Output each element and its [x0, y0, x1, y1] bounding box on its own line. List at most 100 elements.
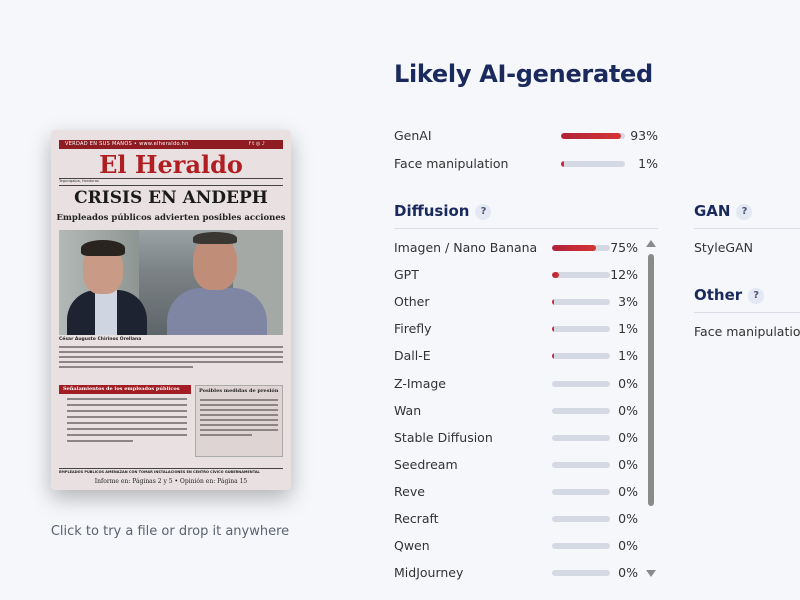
diffusion-label: Firefly — [394, 321, 432, 337]
other-divider — [694, 312, 800, 313]
newspaper-body-text — [59, 346, 283, 371]
result-title: Likely AI-generated — [394, 60, 653, 88]
diffusion-percent: 3% — [618, 294, 638, 310]
other-title: Other — [694, 286, 743, 304]
diffusion-label: Dall-E — [394, 348, 431, 364]
summary-label: Face manipulation — [394, 156, 509, 171]
diffusion-row: GPT 12% — [394, 265, 644, 285]
diffusion-row: Seedream 0% — [394, 455, 644, 475]
diffusion-percent: 0% — [618, 483, 638, 499]
diffusion-bar-fill — [552, 272, 559, 279]
diffusion-bar — [552, 326, 610, 333]
other-row: Face manipulation — [694, 322, 800, 342]
gan-row: StyleGAN — [694, 238, 800, 258]
newspaper-footer-pages: Informe en: Páginas 2 y 5 • Opinión en: … — [94, 478, 248, 485]
diffusion-bar — [552, 543, 610, 550]
diffusion-bar — [552, 299, 610, 306]
summary-bar-fill — [561, 133, 621, 139]
scroll-down-icon[interactable] — [646, 570, 656, 577]
diffusion-title: Diffusion — [394, 202, 470, 220]
newspaper-masthead: El Heraldo — [99, 150, 243, 179]
diffusion-row: Imagen / Nano Banana 75% — [394, 238, 644, 258]
diffusion-row: Firefly 1% — [394, 319, 644, 339]
diffusion-label: Qwen — [394, 538, 430, 554]
diffusion-divider — [394, 228, 658, 229]
diffusion-row: Dall-E 1% — [394, 346, 644, 366]
diffusion-bar-fill — [552, 299, 555, 306]
summary-bar-fill — [561, 161, 564, 167]
gan-divider — [694, 228, 800, 229]
summary-bar — [561, 161, 625, 167]
diffusion-percent: 0% — [618, 429, 638, 445]
scrollbar-thumb[interactable] — [648, 254, 654, 506]
diffusion-bar — [552, 407, 610, 414]
diffusion-row: Other 3% — [394, 292, 644, 312]
diffusion-percent: 0% — [618, 375, 638, 391]
diffusion-label: MidJourney — [394, 565, 464, 581]
newspaper-left-box-title: Señalamientos de los empleados públicos — [59, 385, 191, 394]
newspaper-topbar: VERDAD EN SUS MANOS • www.elheraldo.hn f… — [59, 140, 283, 149]
scroll-up-icon[interactable] — [646, 240, 656, 247]
summary-percent: 1% — [638, 156, 658, 171]
diffusion-help-icon[interactable]: ? — [475, 204, 492, 220]
newspaper-left-box: Señalamientos de los empleados públicos — [59, 385, 191, 465]
diffusion-row: Qwen 0% — [394, 536, 644, 556]
summary-label: GenAI — [394, 128, 432, 143]
diffusion-percent: 12% — [610, 267, 638, 283]
newspaper-image: VERDAD EN SUS MANOS • www.elheraldo.hn f… — [51, 130, 291, 490]
diffusion-bar — [552, 461, 610, 468]
drop-hint[interactable]: Click to try a file or drop it anywhere — [50, 524, 290, 539]
newspaper-right-box-title: Posibles medidas de presión — [199, 388, 279, 394]
diffusion-bar — [552, 516, 610, 522]
diffusion-label: Recraft — [394, 511, 439, 526]
diffusion-label: Seedream — [394, 456, 458, 472]
diffusion-percent: 0% — [618, 402, 638, 418]
diffusion-bar — [552, 272, 610, 279]
diffusion-bar — [552, 353, 610, 360]
gan-title: GAN — [694, 202, 731, 220]
newspaper-social-icons: f t ◎ ♪ — [248, 141, 265, 147]
diffusion-row: Z-Image 0% — [394, 374, 644, 394]
diffusion-label: Z-Image — [394, 375, 447, 391]
diffusion-row: Wan 0% — [394, 401, 644, 421]
diffusion-label: Reve — [394, 483, 425, 499]
summary-bar — [561, 133, 625, 139]
other-label: Face manipulation — [694, 324, 800, 339]
summary-row-genai: GenAI 93% — [394, 126, 664, 146]
diffusion-bar-fill — [552, 353, 555, 360]
diffusion-percent: 1% — [618, 321, 638, 337]
diffusion-bar-fill — [552, 326, 555, 333]
newspaper-headline: CRISIS EN ANDEPH — [74, 188, 268, 208]
newspaper-footer-banner: EMPLEADOS PÚBLICOS AMENAZAN CON TOMAR IN… — [59, 468, 283, 474]
diffusion-heading: Diffusion? — [394, 202, 492, 220]
diffusion-bar — [552, 245, 610, 251]
gan-label: StyleGAN — [694, 240, 753, 255]
diffusion-percent: 0% — [618, 456, 638, 472]
diffusion-row: MidJourney 0% — [394, 563, 644, 583]
newspaper-right-box: Posibles medidas de presión — [195, 385, 283, 457]
diffusion-bar — [552, 570, 610, 577]
diffusion-percent: 75% — [610, 240, 638, 255]
uploaded-image-preview[interactable]: VERDAD EN SUS MANOS • www.elheraldo.hn f… — [51, 130, 291, 490]
diffusion-bar — [552, 380, 610, 387]
diffusion-row: Reve 0% — [394, 482, 644, 502]
diffusion-bar-fill — [552, 245, 596, 251]
diffusion-percent: 1% — [618, 348, 638, 364]
diffusion-bar — [552, 434, 610, 441]
gan-help-icon[interactable]: ? — [736, 204, 753, 220]
newspaper-photo-caption: César Augusto Chirinos Orellana — [59, 337, 142, 342]
diffusion-label: Imagen / Nano Banana — [394, 240, 538, 255]
diffusion-bar — [552, 488, 610, 495]
diffusion-label: Other — [394, 294, 430, 310]
other-help-icon[interactable]: ? — [748, 288, 765, 304]
gan-heading: GAN? — [694, 202, 753, 220]
diffusion-percent: 0% — [618, 511, 638, 526]
other-heading: Other? — [694, 286, 765, 304]
diffusion-percent: 0% — [618, 565, 638, 581]
diffusion-percent: 0% — [618, 538, 638, 554]
newspaper-meta: Tegucigalpa, Honduras — [59, 178, 283, 186]
summary-row-face-manipulation: Face manipulation 1% — [394, 154, 664, 174]
newspaper-photo — [59, 230, 283, 335]
summary-percent: 93% — [630, 128, 658, 143]
diffusion-label: Stable Diffusion — [394, 429, 493, 445]
